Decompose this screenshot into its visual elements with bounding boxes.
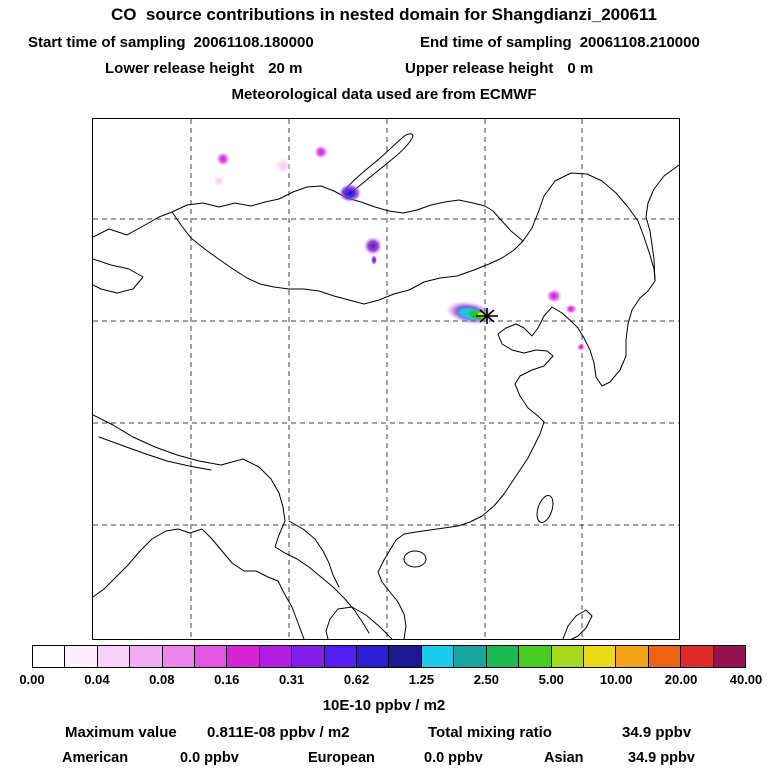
release-upper-value: 0 m bbox=[567, 60, 594, 77]
colorbar-tick-label: 10.00 bbox=[599, 672, 633, 687]
colorbar-segment bbox=[454, 646, 487, 667]
region-american-label: American bbox=[62, 750, 129, 766]
station-marker-star bbox=[476, 308, 498, 324]
release-upper: Upper release height 0 m bbox=[405, 60, 593, 77]
colorbar-tick-label: 0.04 bbox=[84, 672, 110, 687]
region-american-value: 0.0 ppbv bbox=[180, 750, 239, 766]
plume-magenta bbox=[314, 145, 328, 159]
colorbar-segment bbox=[486, 646, 520, 667]
colorbar-tick-label: 2.50 bbox=[473, 672, 500, 687]
plume-purple bbox=[364, 237, 382, 255]
colorbar-tick-label: 5.00 bbox=[538, 672, 564, 687]
colorbar-segment bbox=[97, 646, 131, 667]
colorbar-segment bbox=[292, 646, 325, 667]
colorbar-segment bbox=[195, 646, 228, 667]
colorbar-segment bbox=[33, 646, 66, 667]
map-svg bbox=[93, 119, 679, 639]
plume-magenta bbox=[577, 343, 585, 351]
colorbar-segment bbox=[551, 646, 584, 667]
plume-layer bbox=[213, 145, 585, 351]
max-value-label: Maximum value bbox=[65, 724, 177, 741]
total-mixing-ratio-label: Total mixing ratio bbox=[428, 724, 552, 741]
plume-blue bbox=[339, 184, 361, 202]
colorbar-units-label: 10E-10 ppbv / m2 bbox=[322, 697, 446, 714]
colorbar-ticks: 0.00 0.04 0.08 0.16 0.31 0.62 1.25 2.50 5.00 10.0… bbox=[19, 672, 762, 689]
map-panel bbox=[92, 118, 680, 640]
colorbar-segment bbox=[583, 646, 617, 667]
release-lower: Lower release height 20 m bbox=[105, 60, 302, 77]
release-upper-label: Upper release height bbox=[405, 60, 554, 77]
colorbar-segment bbox=[519, 646, 552, 667]
colorbar-segment bbox=[227, 646, 260, 667]
sampling-start-label: Start time of sampling bbox=[28, 34, 186, 51]
plume-faint bbox=[213, 175, 225, 187]
colorbar-tick-label: 40.00 bbox=[729, 672, 763, 687]
plume-magenta bbox=[546, 289, 562, 303]
region-asian-label: Asian bbox=[544, 750, 584, 766]
colorbar-tick-label: 0.08 bbox=[149, 672, 175, 687]
colorbar-tick-label: 20.00 bbox=[664, 672, 698, 687]
sampling-end-label: End time of sampling bbox=[420, 34, 572, 51]
colorbar-segment bbox=[648, 646, 682, 667]
colorbar-segment bbox=[616, 646, 649, 667]
page-title: CO source contributions in nested domain… bbox=[110, 5, 657, 24]
release-lower-value: 20 m bbox=[268, 60, 303, 77]
colorbar-segment bbox=[681, 646, 714, 667]
colorbar-tick-label: 0.00 bbox=[19, 672, 45, 687]
colorbar-segment bbox=[713, 646, 745, 667]
colorbar-segment bbox=[130, 646, 163, 667]
colorbar-segment bbox=[65, 646, 98, 667]
colorbar-tick-label: 0.16 bbox=[214, 672, 240, 687]
colorbar-segment bbox=[421, 646, 455, 667]
met-data-line: Meteorological data used are from ECMWF bbox=[231, 86, 537, 103]
plume-magenta bbox=[216, 152, 230, 166]
sampling-start-value: 20061108.180000 bbox=[193, 34, 314, 51]
sampling-end: End time of sampling 20061108.210000 bbox=[420, 34, 700, 51]
colorbar-segment bbox=[162, 646, 196, 667]
colorbar-segment bbox=[324, 646, 358, 667]
region-asian-value: 34.9 ppbv bbox=[628, 750, 695, 766]
map-gridlines bbox=[93, 119, 679, 639]
region-european-label: European bbox=[308, 750, 375, 766]
plume-purple bbox=[371, 255, 377, 265]
release-lower-label: Lower release height bbox=[105, 60, 255, 77]
colorbar-segment bbox=[259, 646, 293, 667]
colorbar-tick-label: 0.31 bbox=[278, 672, 305, 687]
total-mixing-ratio-value: 34.9 ppbv bbox=[622, 724, 692, 741]
colorbar-segment bbox=[357, 646, 390, 667]
plume-faint bbox=[274, 157, 292, 175]
region-european-value: 0.0 ppbv bbox=[424, 750, 483, 766]
colorbar-segment bbox=[389, 646, 422, 667]
colorbar bbox=[32, 645, 746, 668]
coastlines-borders bbox=[93, 133, 679, 639]
sampling-start: Start time of sampling 20061108.180000 bbox=[28, 34, 314, 51]
max-value: 0.811E-08 ppbv / m2 bbox=[207, 724, 350, 741]
plume-magenta bbox=[565, 304, 577, 314]
colorbar-tick-label: 1.25 bbox=[408, 672, 435, 687]
colorbar-tick-label: 0.62 bbox=[343, 672, 370, 687]
sampling-end-value: 20061108.210000 bbox=[579, 34, 700, 51]
